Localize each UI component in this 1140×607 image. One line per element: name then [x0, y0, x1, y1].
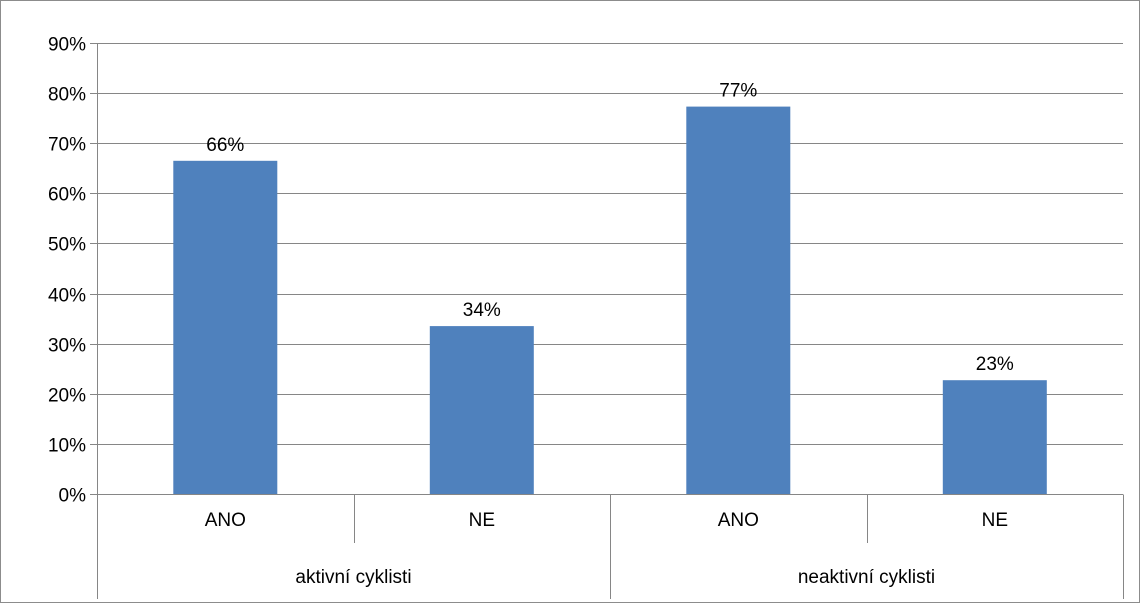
x-axis-labels: ANO NE ANO NE aktivní cyklisti neaktivní cykl…	[205, 510, 1008, 588]
y-tick-label: 90%	[48, 35, 86, 56]
axes	[97, 43, 1124, 599]
y-tick-label: 40%	[48, 286, 86, 307]
bar	[429, 326, 534, 494]
y-tick-label: 50%	[48, 235, 86, 256]
data-label: 77%	[719, 81, 757, 102]
y-tick-label: 60%	[48, 185, 86, 206]
x-category-label: NE	[469, 510, 495, 531]
data-label: 23%	[976, 354, 1014, 375]
y-tick-label: 20%	[48, 386, 86, 407]
y-tick-label: 30%	[48, 336, 86, 357]
y-axis-tick-labels: 0% 10% 20% 30% 40% 50% 60% 70% 80% 90%	[48, 35, 86, 507]
bar	[686, 106, 791, 494]
x-group-label: aktivní cyklisti	[295, 567, 411, 588]
bar	[173, 160, 278, 495]
x-category-label: ANO	[718, 510, 759, 531]
x-category-label: NE	[982, 510, 1008, 531]
y-tick-label: 0%	[59, 486, 87, 507]
data-label: 66%	[206, 135, 244, 156]
y-tick-label: 70%	[48, 135, 86, 156]
x-category-label: ANO	[205, 510, 246, 531]
data-labels: 66% 34% 77% 23%	[206, 81, 1014, 376]
y-tick-label: 10%	[48, 436, 86, 457]
y-tick-label: 80%	[48, 85, 86, 106]
bar	[942, 380, 1047, 494]
bars	[173, 106, 1047, 495]
x-group-label: neaktivní cyklisti	[798, 567, 935, 588]
data-label: 34%	[463, 300, 501, 321]
